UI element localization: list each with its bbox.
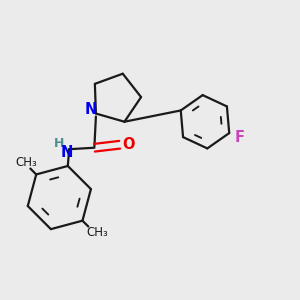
Text: CH₃: CH₃ (86, 226, 108, 239)
Text: H: H (54, 137, 64, 150)
Text: CH₃: CH₃ (15, 156, 37, 170)
Text: O: O (122, 137, 134, 152)
Text: F: F (235, 130, 244, 145)
Text: N: N (84, 103, 97, 118)
Text: N: N (61, 145, 73, 160)
